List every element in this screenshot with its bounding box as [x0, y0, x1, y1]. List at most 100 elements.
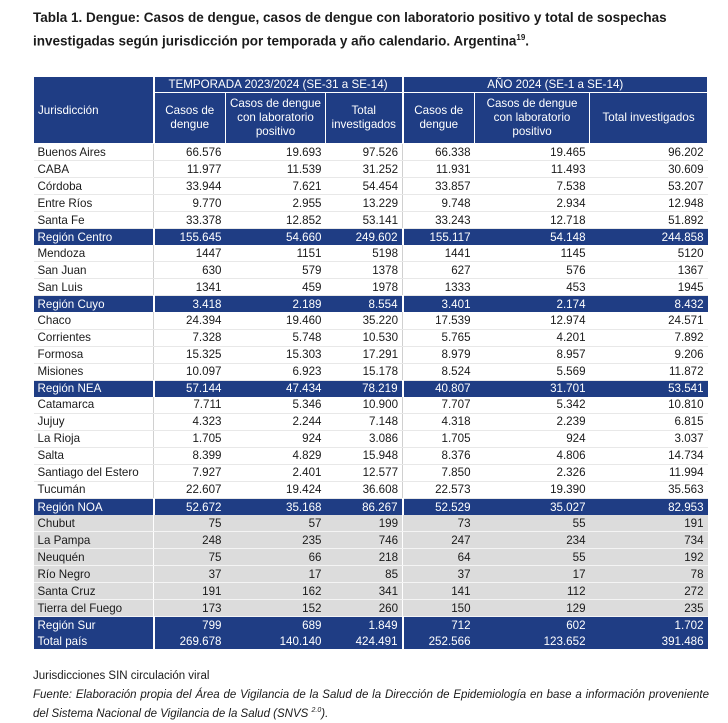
value-cell: 19.465 [474, 143, 590, 162]
value-cell: 54.454 [325, 177, 404, 196]
value-cell: 8.524 [402, 363, 475, 381]
value-cell: 66 [225, 548, 326, 567]
value-cell: 341 [325, 582, 404, 601]
value-cell: 269.678 [153, 633, 226, 650]
table-title: Tabla 1. Dengue: Casos de dengue, casos … [33, 8, 713, 52]
header-casos-anio: Casos de dengue [402, 92, 476, 144]
value-cell: 5198 [325, 245, 404, 263]
value-cell: 1333 [402, 278, 475, 297]
value-cell: 12.577 [325, 464, 404, 482]
jurisdiccion-cell: Región NEA [33, 380, 155, 397]
table-row: Jujuy 4.323 2.244 7.148 4.318 2.239 6.815 [33, 413, 708, 431]
value-cell: 11.539 [225, 160, 326, 179]
value-cell: 141 [402, 582, 475, 601]
value-cell: 52.672 [153, 498, 226, 516]
value-cell: 8.376 [402, 447, 475, 465]
table-row: La Pampa 248 235 746 247 234 734 [33, 531, 708, 550]
value-cell: 12.974 [474, 312, 590, 330]
value-cell: 218 [325, 548, 404, 567]
value-cell: 19.460 [225, 312, 326, 330]
value-cell: 734 [589, 531, 708, 550]
jurisdiccion-cell: San Luis [33, 278, 154, 297]
value-cell: 53.207 [589, 177, 708, 196]
value-cell: 24.394 [153, 312, 226, 330]
value-cell: 5.342 [474, 396, 590, 414]
value-cell: 82.953 [589, 498, 708, 516]
value-cell: 1.705 [153, 430, 226, 448]
table-row: Santa Cruz 191 162 341 141 112 272 [33, 582, 708, 601]
jurisdiccion-cell: Santiago del Estero [33, 464, 154, 482]
value-cell: 140.140 [225, 633, 326, 650]
value-cell: 55 [474, 548, 590, 567]
jurisdiccion-cell: La Rioja [33, 430, 154, 448]
dengue-table: Jurisdicción TEMPORADA 2023/2024 (SE-31 … [33, 76, 709, 650]
value-cell: 576 [474, 261, 590, 280]
value-cell: 5.569 [474, 363, 590, 381]
jurisdiccion-cell: Región Sur [33, 616, 155, 634]
jurisdiccion-cell: Chaco [33, 312, 154, 330]
title-suffix: . [525, 33, 530, 49]
value-cell: 8.399 [153, 447, 226, 465]
value-cell: 1447 [153, 245, 226, 263]
value-cell: 37 [153, 565, 226, 584]
value-cell: 150 [402, 599, 475, 618]
value-cell: 66.338 [402, 143, 475, 162]
value-cell: 199 [325, 515, 404, 533]
value-cell: 2.955 [225, 194, 326, 213]
value-cell: 235 [225, 531, 326, 550]
value-cell: 30.609 [589, 160, 708, 179]
value-cell: 8.432 [589, 295, 708, 313]
value-cell: 55 [474, 515, 590, 533]
jurisdiccion-cell: Misiones [33, 363, 154, 381]
value-cell: 35.563 [589, 481, 708, 499]
value-cell: 799 [153, 616, 226, 634]
value-cell: 35.220 [325, 312, 404, 330]
table-row: La Rioja 1.705 924 3.086 1.705 924 3.037 [33, 430, 708, 448]
table-row: San Luis 1341 459 1978 1333 453 1945 [33, 278, 708, 297]
value-cell: 453 [474, 278, 590, 297]
value-cell: 1341 [153, 278, 226, 297]
value-cell: 12.718 [474, 211, 590, 230]
value-cell: 53.141 [325, 211, 404, 230]
value-cell: 3.037 [589, 430, 708, 448]
jurisdiccion-cell: Catamarca [33, 396, 154, 414]
jurisdiccion-cell: Tucumán [33, 481, 154, 499]
header-jurisdiccion: Jurisdicción [33, 76, 155, 144]
value-cell: 66.576 [153, 143, 226, 162]
value-cell: 4.806 [474, 447, 590, 465]
table-row: Misiones 10.097 6.923 15.178 8.524 5.569 11.87… [33, 363, 708, 381]
value-cell: 54.660 [225, 228, 326, 246]
value-cell: 86.267 [325, 498, 404, 516]
jurisdiccion-cell: Santa Cruz [33, 582, 154, 601]
value-cell: 11.493 [474, 160, 590, 179]
value-cell: 96.202 [589, 143, 708, 162]
value-cell: 7.892 [589, 329, 708, 347]
source-suffix: ). [321, 707, 329, 720]
table-row: Entre Ríos 9.770 2.955 13.229 9.748 2.934 12.9… [33, 194, 708, 213]
value-cell: 234 [474, 531, 590, 550]
value-cell: 53.541 [589, 380, 708, 397]
value-cell: 75 [153, 548, 226, 567]
value-cell: 129 [474, 599, 590, 618]
jurisdiccion-cell: Neuquén [33, 548, 154, 567]
value-cell: 5120 [589, 245, 708, 263]
value-cell: 78 [589, 565, 708, 584]
value-cell: 8.979 [402, 346, 475, 364]
value-cell: 627 [402, 261, 475, 280]
value-cell: 192 [589, 548, 708, 567]
value-cell: 15.325 [153, 346, 226, 364]
table-row: San Juan 630 579 1378 627 576 1367 [33, 261, 708, 280]
value-cell: 19.390 [474, 481, 590, 499]
header-lab-anio: Casos de dengue con laboratorio positivo [474, 92, 591, 144]
value-cell: 15.178 [325, 363, 404, 381]
value-cell: 10.097 [153, 363, 226, 381]
value-cell: 7.711 [153, 396, 226, 414]
value-cell: 5.346 [225, 396, 326, 414]
jurisdiccion-cell: Mendoza [33, 245, 154, 263]
table-row: Santiago del Estero 7.927 2.401 12.577 7.850… [33, 464, 708, 482]
source-note: Fuente: Elaboración propia del Área de V… [33, 688, 709, 722]
value-cell: 249.602 [325, 228, 404, 246]
table-row: Mendoza 1447 1151 5198 1441 1145 5120 [33, 245, 708, 263]
value-cell: 97.526 [325, 143, 404, 162]
value-cell: 155.645 [153, 228, 226, 246]
